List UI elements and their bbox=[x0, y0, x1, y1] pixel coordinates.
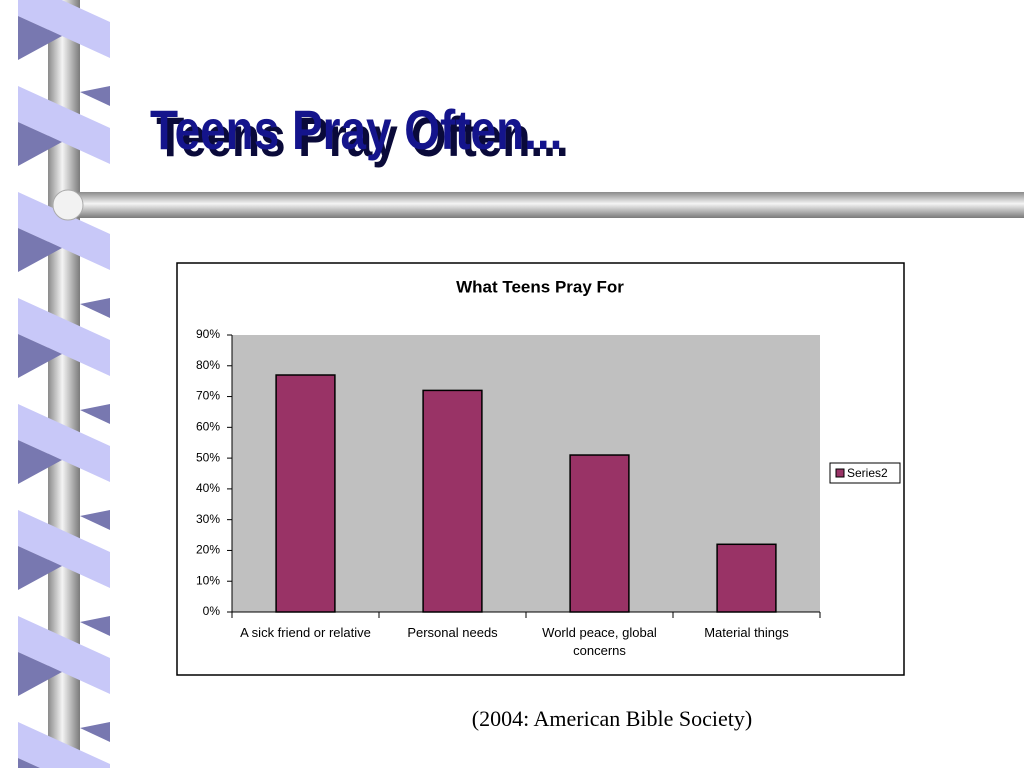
y-tick-label: 20% bbox=[196, 543, 220, 557]
y-tick-label: 90% bbox=[196, 327, 220, 341]
x-tick-label: A sick friend or relative bbox=[240, 625, 371, 640]
bar bbox=[569, 454, 630, 613]
rule-bar bbox=[66, 192, 1024, 218]
y-tick-label: 50% bbox=[196, 450, 220, 464]
source: (2004: American Bible Society) bbox=[472, 706, 752, 731]
y-tick-label: 0% bbox=[203, 604, 221, 618]
legend-label: Series2 bbox=[847, 466, 888, 480]
heading-shadow: Teens Pray Often... bbox=[156, 105, 568, 167]
bar bbox=[275, 374, 336, 613]
legend-box bbox=[829, 462, 901, 484]
bar bbox=[422, 389, 483, 613]
x-tick-label: Material things bbox=[704, 625, 789, 640]
legend-swatch bbox=[835, 468, 845, 478]
y-tick-label: 10% bbox=[196, 573, 220, 587]
x-tick-label: World peace, global concerns bbox=[542, 625, 657, 658]
y-tick-label: 60% bbox=[196, 420, 220, 434]
heading: Teens Pray Often... bbox=[150, 98, 562, 160]
y-tick-label: 80% bbox=[196, 358, 220, 372]
ribbon bbox=[15, 0, 112, 768]
bar bbox=[716, 543, 777, 613]
y-tick-label: 40% bbox=[196, 481, 220, 495]
x-tick-label: Personal needs bbox=[407, 625, 498, 640]
y-tick-label: 30% bbox=[196, 512, 220, 526]
rule-knob bbox=[52, 189, 84, 221]
y-tick-label: 70% bbox=[196, 389, 220, 403]
chart-title: What Teens Pray For bbox=[456, 277, 624, 296]
